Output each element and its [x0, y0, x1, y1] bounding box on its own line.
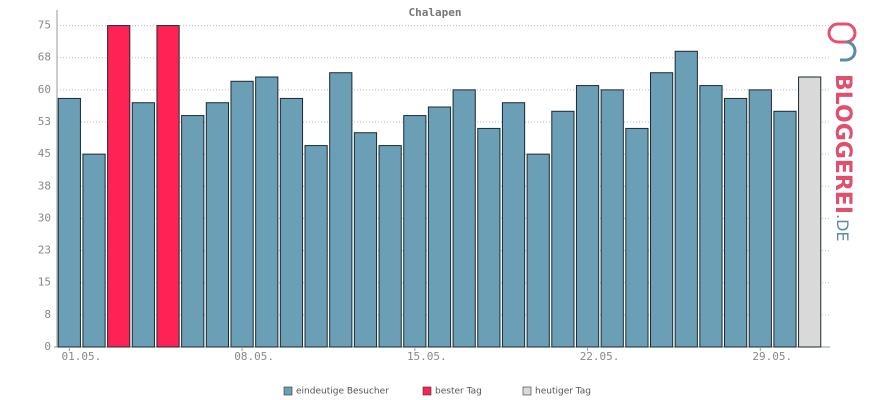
- bar: [551, 110, 575, 348]
- bar: [279, 97, 304, 348]
- x-tick-label: 29.05.: [752, 350, 792, 363]
- x-tick-label: 22.05.: [580, 350, 620, 363]
- bar: [625, 127, 649, 348]
- bar: [477, 127, 501, 348]
- bar: [329, 72, 353, 348]
- y-tick-label: 23: [38, 244, 51, 257]
- legend-swatch: [283, 386, 293, 396]
- bar: [674, 50, 698, 348]
- legend-swatch: [522, 386, 532, 396]
- logo-icon: [840, 40, 857, 62]
- bar: [526, 153, 550, 348]
- logo-icon: [827, 22, 857, 44]
- legend-label: eindeutige Besucher: [296, 387, 389, 397]
- logo-name: BLOGGEREI: [830, 74, 855, 214]
- bar: [353, 132, 378, 348]
- bar: [57, 97, 81, 348]
- legend-label: bester Tag: [435, 387, 482, 397]
- bar: [699, 85, 723, 348]
- bar: [107, 25, 131, 348]
- bar: [773, 110, 797, 348]
- legend-swatch: [422, 386, 432, 396]
- x-tick-label: 01.05.: [61, 350, 101, 363]
- logo: BLOGGEREI.DE: [827, 22, 857, 242]
- y-tick-label: 60: [38, 83, 51, 96]
- legend-label: heutiger Tag: [535, 387, 591, 397]
- bar: [427, 106, 452, 348]
- bar: [304, 145, 328, 348]
- bar: [452, 89, 476, 348]
- y-tick-label: 0: [44, 340, 51, 353]
- y-tick-label: 45: [38, 147, 51, 160]
- bar: [575, 85, 600, 348]
- y-tick-label: 75: [38, 19, 51, 32]
- logo-tld: .DE: [834, 214, 853, 242]
- bar: [724, 97, 748, 348]
- y-tick-label: 53: [38, 115, 51, 128]
- bar: [403, 115, 427, 348]
- y-tick-label: 15: [38, 276, 51, 289]
- bar: [131, 102, 155, 348]
- bar: [748, 89, 772, 348]
- x-tick-label: 15.05.: [407, 350, 447, 363]
- y-tick-label: 68: [38, 51, 51, 64]
- chart-title: Chalapen: [409, 6, 462, 19]
- bar: [230, 80, 254, 348]
- bar: [156, 25, 180, 348]
- bar: [798, 76, 822, 348]
- y-tick-label: 8: [44, 308, 51, 321]
- y-tick-label: 38: [38, 179, 51, 192]
- bar: [501, 102, 526, 348]
- bar: [255, 76, 279, 348]
- logo-text: BLOGGEREI.DE: [830, 74, 855, 242]
- bar: [378, 145, 402, 348]
- bar: [181, 115, 205, 348]
- y-tick-label: 30: [38, 211, 51, 224]
- bar: [600, 89, 624, 348]
- bar: [205, 102, 230, 348]
- bar: [649, 72, 674, 348]
- x-tick-label: 08.05.: [234, 350, 274, 363]
- bar: [82, 153, 106, 348]
